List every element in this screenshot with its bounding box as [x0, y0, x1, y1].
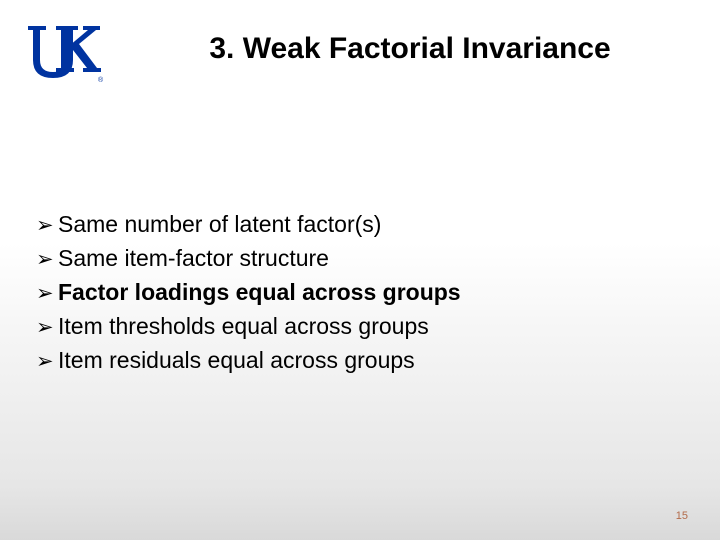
bullet-text: Item residuals equal across groups [58, 346, 680, 375]
page-number: 15 [676, 510, 688, 522]
bullet-marker-icon: ➢ [36, 349, 58, 376]
svg-text:®: ® [98, 76, 104, 84]
list-item: ➢ Same number of latent factor(s) [36, 210, 680, 240]
slide: ® 3. Weak Factorial Invariance ➢ Same nu… [0, 0, 720, 540]
bullet-marker-icon: ➢ [36, 315, 58, 342]
slide-title: 3. Weak Factorial Invariance [130, 32, 690, 66]
list-item: ➢ Same item-factor structure [36, 244, 680, 274]
list-item: ➢ Item residuals equal across groups [36, 346, 680, 376]
bullet-text: Item thresholds equal across groups [58, 312, 680, 341]
bullet-text: Same number of latent factor(s) [58, 210, 680, 239]
bullet-text: Same item-factor structure [58, 244, 680, 273]
bullet-list: ➢ Same number of latent factor(s) ➢ Same… [36, 210, 680, 379]
bullet-marker-icon: ➢ [36, 247, 58, 274]
list-item: ➢ Item thresholds equal across groups [36, 312, 680, 342]
bullet-marker-icon: ➢ [36, 213, 58, 240]
bullet-marker-icon: ➢ [36, 281, 58, 308]
bullet-text: Factor loadings equal across groups [58, 278, 680, 307]
list-item: ➢ Factor loadings equal across groups [36, 278, 680, 308]
uk-logo: ® [22, 20, 104, 84]
